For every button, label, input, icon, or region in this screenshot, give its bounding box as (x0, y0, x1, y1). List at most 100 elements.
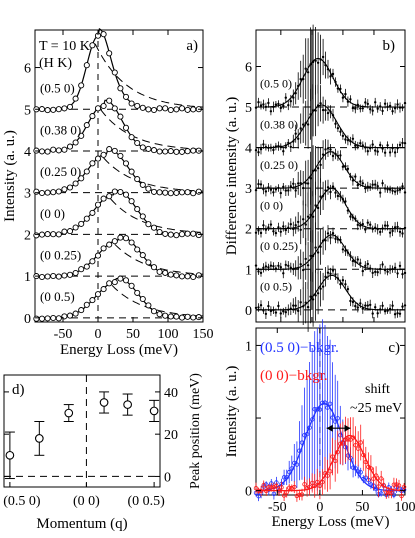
data-point (354, 144, 357, 147)
data-point (274, 145, 278, 148)
data-point (134, 246, 141, 253)
data-point (344, 138, 347, 141)
data-point (354, 260, 357, 263)
data-point (374, 101, 377, 104)
data-point (329, 75, 332, 78)
data-point (72, 310, 79, 317)
data-point (344, 249, 347, 252)
data-point (391, 147, 394, 150)
data-point (331, 154, 335, 158)
y-axis-title: Intensity (a. u.) (224, 366, 240, 458)
y-tick-label: 40 (164, 386, 178, 401)
data-point (386, 188, 389, 191)
data-point (134, 176, 141, 183)
data-point (106, 97, 113, 104)
data-point (383, 268, 387, 272)
data-point (72, 224, 79, 231)
panel-label: c) (388, 340, 400, 356)
data-point (376, 185, 379, 188)
data-point (33, 188, 40, 195)
data-point (339, 154, 342, 157)
data-point (319, 287, 322, 290)
data-point (391, 110, 394, 113)
data-point (190, 190, 197, 197)
panel-d-peak-position: 0 20 40 (0.5 0) (0 0) (0 0.5) d) Momentum (q) Pe… (3, 373, 203, 532)
data-point (356, 183, 359, 187)
series-line (256, 434, 405, 492)
data-point (333, 458, 338, 464)
data-point (122, 191, 130, 198)
data-point (309, 177, 312, 180)
data-point (309, 213, 312, 216)
data-point (284, 144, 287, 147)
data-point (272, 148, 275, 152)
data-point (139, 295, 146, 303)
data-point (396, 483, 402, 488)
data-point (302, 305, 305, 308)
data-point (100, 286, 107, 293)
data-point (264, 265, 268, 268)
data-point (89, 258, 96, 265)
data-point (150, 224, 158, 231)
data-point (306, 182, 310, 185)
data-point (369, 185, 372, 189)
data-point (341, 96, 345, 99)
data-point (269, 264, 273, 267)
data-point (346, 209, 350, 212)
data-point (282, 225, 285, 228)
data-point (336, 87, 340, 90)
data-point (334, 191, 337, 194)
data-point (369, 303, 372, 307)
data-point (279, 191, 282, 195)
data-point (317, 483, 323, 489)
data-point (264, 312, 268, 316)
data-point (384, 490, 389, 495)
data-point (264, 190, 268, 193)
data-point (128, 282, 135, 289)
data-point (279, 312, 282, 315)
data-point (341, 134, 345, 138)
data-point (195, 314, 202, 321)
data-point (289, 223, 292, 226)
data-point (66, 103, 74, 110)
data-point (329, 190, 332, 194)
data-point (314, 294, 317, 297)
data-point (364, 101, 367, 104)
data-point (123, 400, 132, 409)
data-point (134, 102, 141, 109)
data-point (366, 304, 369, 307)
data-point (184, 148, 191, 155)
data-point (381, 109, 384, 113)
data-point (173, 106, 180, 113)
series-line (256, 402, 405, 492)
data-point (398, 230, 402, 234)
data-point (361, 182, 364, 185)
data-point (353, 443, 358, 448)
data-point (396, 225, 399, 229)
data-point (38, 231, 46, 238)
data-point (396, 312, 399, 315)
data-point (269, 223, 273, 226)
data-point (344, 283, 347, 286)
data-point (178, 314, 186, 321)
data-point (156, 148, 163, 155)
x-tick-label: (0 0.5) (127, 494, 165, 509)
data-point (190, 147, 197, 154)
data-point (324, 63, 327, 67)
data-point (72, 139, 79, 146)
data-point (371, 476, 376, 481)
data-point (156, 268, 163, 275)
data-point (371, 312, 374, 315)
data-point (326, 232, 330, 235)
data-point (302, 268, 305, 272)
data-point (262, 103, 265, 106)
data-point (302, 77, 305, 81)
data-point (379, 230, 382, 234)
data-point (383, 102, 387, 105)
data-point (44, 148, 51, 155)
data-point (122, 277, 130, 284)
data-point (361, 269, 364, 273)
data-point (334, 237, 337, 240)
data-point (55, 188, 62, 195)
data-point (401, 141, 404, 145)
